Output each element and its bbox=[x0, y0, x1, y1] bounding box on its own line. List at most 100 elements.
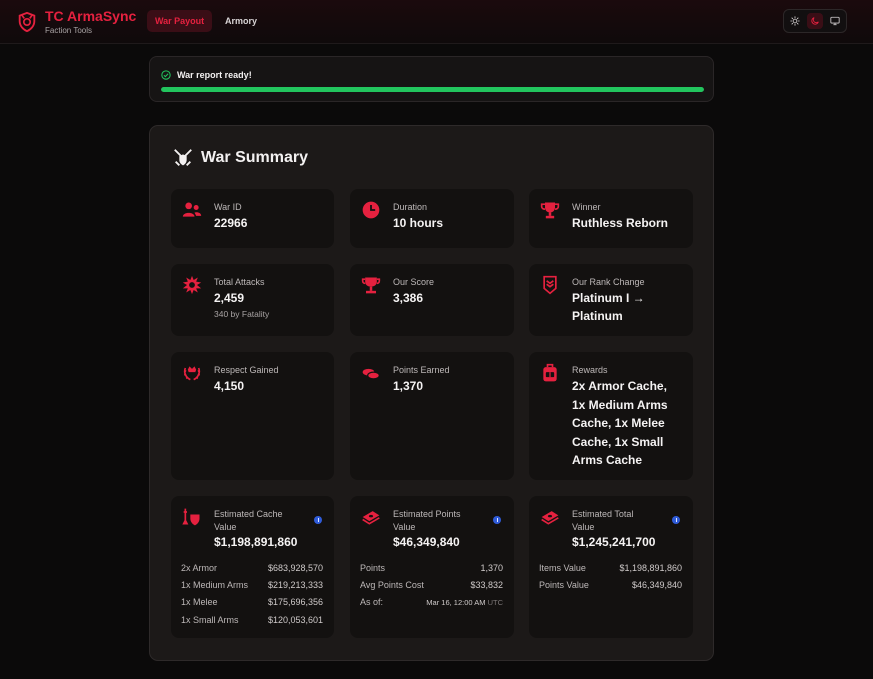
row-label: 2x Armor bbox=[181, 563, 218, 573]
war-summary-panel: War Summary War ID 22966 Duration 10 hou… bbox=[149, 125, 714, 661]
row-label: Avg Points Cost bbox=[360, 580, 424, 590]
card-label-line: Value bbox=[214, 522, 237, 532]
card-total-value: Estimated Total Value $1,245,241,700 Ite… bbox=[529, 496, 693, 638]
card-points-earned: Points Earned 1,370 bbox=[350, 352, 514, 480]
row-label: Items Value bbox=[539, 563, 586, 573]
card-label: Winner bbox=[572, 202, 601, 212]
card-respect: Respect Gained 4,150 bbox=[171, 352, 334, 480]
card-duration: Duration 10 hours bbox=[350, 189, 514, 248]
card-value-line: Platinum I → bbox=[572, 291, 645, 305]
rewards-line: Cache, 1x Melee bbox=[572, 416, 665, 430]
card-value: Ruthless Reborn bbox=[572, 216, 669, 230]
rank-badge-icon bbox=[543, 275, 557, 295]
row-value: $219,213,333 bbox=[267, 580, 323, 590]
progress-bar bbox=[161, 87, 704, 92]
as-of-label: As of: bbox=[360, 597, 384, 607]
row-value: $120,053,601 bbox=[267, 615, 323, 625]
clock-icon bbox=[362, 201, 380, 219]
card-label-line: Estimated Cache bbox=[214, 509, 283, 519]
card-label-line: Estimated Points bbox=[393, 509, 461, 519]
row-label: Points Value bbox=[539, 580, 589, 590]
card-subtext: 340 by Fatality bbox=[214, 309, 270, 319]
card-points-value: Estimated Points Value $46,349,840 Point… bbox=[350, 496, 514, 638]
info-icon[interactable] bbox=[314, 516, 322, 524]
armor-weapon-icon bbox=[182, 508, 200, 526]
shield-logo-icon[interactable] bbox=[16, 11, 38, 33]
card-our-score: Our Score 3,386 bbox=[350, 264, 514, 336]
card-rewards: Rewards 2x Armor Cache, 1x Medium Arms C… bbox=[529, 352, 693, 480]
card-value: 1,370 bbox=[393, 379, 424, 393]
card-value: 22966 bbox=[214, 216, 248, 230]
card-value-line: Platinum bbox=[572, 309, 623, 323]
report-ready-alert: War report ready! bbox=[149, 56, 714, 102]
theme-light-button[interactable] bbox=[787, 13, 803, 29]
breakdown-row: Points 1,370 bbox=[360, 563, 503, 575]
laurel-crown-icon bbox=[183, 366, 201, 381]
row-value: $1,198,891,860 bbox=[619, 563, 682, 573]
row-value: $175,696,356 bbox=[267, 597, 323, 607]
theme-switcher bbox=[783, 9, 847, 33]
nav-armory[interactable]: Armory bbox=[225, 16, 258, 26]
info-icon[interactable] bbox=[493, 516, 501, 524]
row-value: $46,349,840 bbox=[631, 580, 682, 590]
alert-message: War report ready! bbox=[177, 70, 252, 80]
app-header: TC ArmaSync Faction Tools War Payout Arm… bbox=[0, 0, 873, 44]
rewards-line: 2x Armor Cache, bbox=[572, 379, 667, 393]
row-value: $33,832 bbox=[470, 580, 503, 590]
card-war-id: War ID 22966 bbox=[171, 189, 334, 248]
card-label: Rewards bbox=[572, 365, 608, 375]
crossed-swords-shield-icon bbox=[174, 149, 192, 166]
breakdown-row: 2x Armor $683,928,570 bbox=[181, 563, 323, 575]
cash-stack-icon bbox=[362, 511, 380, 525]
as-of-timezone: UTC bbox=[487, 598, 503, 607]
card-value: $46,349,840 bbox=[393, 535, 460, 549]
breakdown-row: Points Value $46,349,840 bbox=[539, 580, 682, 592]
card-label: Duration bbox=[393, 202, 428, 212]
row-label: 1x Melee bbox=[181, 597, 218, 607]
breakdown-row: 1x Small Arms $120,053,601 bbox=[181, 615, 323, 627]
brand-subtitle: Faction Tools bbox=[45, 26, 92, 35]
card-value: $1,245,241,700 bbox=[572, 535, 656, 549]
row-value: $683,928,570 bbox=[267, 563, 323, 573]
cash-stack-icon bbox=[541, 511, 559, 525]
row-label: Points bbox=[360, 563, 386, 573]
coins-icon bbox=[362, 368, 380, 380]
as-of-date: Mar 16, 12:00 AM bbox=[426, 598, 486, 607]
brand-title: TC ArmaSync bbox=[45, 8, 137, 24]
breakdown-row: Items Value $1,198,891,860 bbox=[539, 563, 682, 575]
check-circle-icon bbox=[161, 70, 171, 80]
breakdown-row: Avg Points Cost $33,832 bbox=[360, 580, 503, 592]
explosion-icon bbox=[182, 275, 202, 295]
rewards-line: Cache, 1x Small bbox=[572, 434, 664, 449]
panel-title: War Summary bbox=[201, 149, 308, 166]
trophy-cup-icon bbox=[361, 277, 381, 294]
card-rank-change: Our Rank Change Platinum I → Platinum bbox=[529, 264, 693, 336]
as-of-row: As of: Mar 16, 12:00 AM UTC bbox=[360, 597, 503, 609]
breakdown-row: 1x Melee $175,696,356 bbox=[181, 597, 323, 609]
moon-icon bbox=[811, 17, 819, 25]
trophy-icon bbox=[540, 202, 560, 219]
card-value: 10 hours bbox=[393, 216, 444, 230]
info-icon[interactable] bbox=[672, 516, 680, 524]
card-total-attacks: Total Attacks 2,459 340 by Fatality bbox=[171, 264, 334, 336]
card-cache-value: Estimated Cache Value $1,198,891,860 2x … bbox=[171, 496, 334, 638]
card-label-line: Estimated Total bbox=[572, 509, 634, 519]
card-label: Our Rank Change bbox=[572, 277, 645, 287]
monitor-icon bbox=[830, 16, 840, 26]
card-label: Total Attacks bbox=[214, 277, 265, 287]
row-label: 1x Medium Arms bbox=[181, 580, 249, 590]
nav-war-payout[interactable]: War Payout bbox=[147, 10, 213, 32]
row-value: 1,370 bbox=[480, 563, 503, 573]
card-value: 2,459 bbox=[214, 291, 245, 305]
card-value: 4,150 bbox=[214, 379, 245, 393]
card-label: Our Score bbox=[393, 277, 435, 287]
rewards-line: 1x Medium Arms bbox=[572, 397, 668, 412]
as-of-value: Mar 16, 12:00 AM UTC bbox=[426, 598, 503, 607]
card-label: War ID bbox=[214, 202, 242, 212]
card-value: 3,386 bbox=[393, 291, 424, 305]
backpack-icon bbox=[543, 363, 557, 382]
sun-icon bbox=[790, 16, 800, 26]
theme-system-button[interactable] bbox=[827, 13, 843, 29]
theme-dark-button[interactable] bbox=[807, 13, 823, 29]
card-label-line: Value bbox=[393, 522, 416, 532]
